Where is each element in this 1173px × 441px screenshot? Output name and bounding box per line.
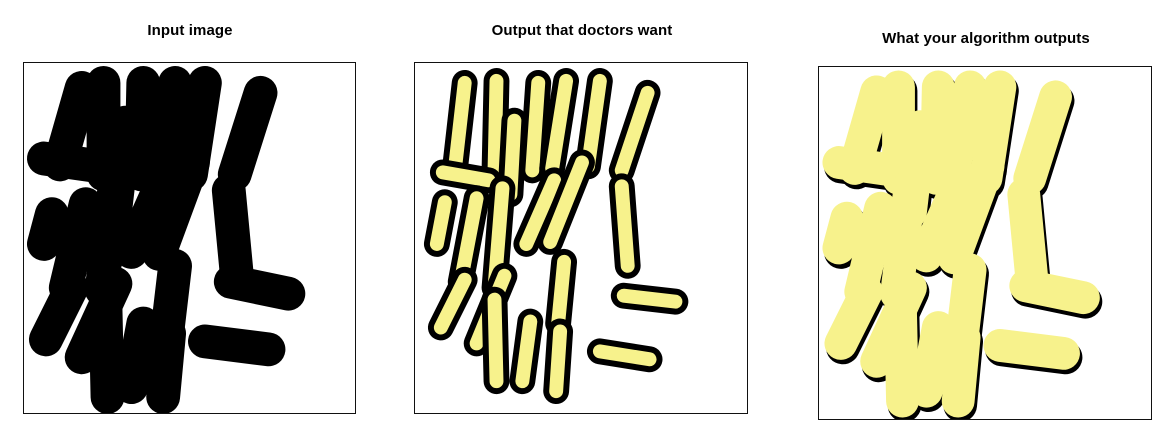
desired-cell xyxy=(509,308,544,395)
input-cell xyxy=(88,290,125,413)
algorithm-cell-fill xyxy=(935,70,987,195)
input-cell xyxy=(213,264,306,311)
desired-cell xyxy=(586,338,663,373)
algorithm-cell-fill xyxy=(937,150,1005,275)
algorithm-cell-fill xyxy=(983,329,1080,370)
input-image-frame xyxy=(23,62,356,414)
algorithm-cell-fill xyxy=(880,167,927,311)
input-cell xyxy=(211,173,254,291)
desired-cell xyxy=(481,67,510,184)
desired-cell xyxy=(543,318,574,405)
algorithm-output-frame xyxy=(818,66,1152,420)
algorithm-cell-fill xyxy=(919,70,955,195)
desired-cell xyxy=(539,67,580,182)
panel-algorithm-output: What your algorithm outputs xyxy=(816,14,1156,422)
algorithm-cell-fill xyxy=(824,275,884,360)
desired-cell xyxy=(481,286,510,395)
algorithm-cell-fill xyxy=(909,311,955,408)
input-cells xyxy=(26,65,306,413)
input-cell xyxy=(114,163,181,269)
panel-desired-title: Output that doctors want xyxy=(491,22,673,39)
input-cell xyxy=(146,316,187,413)
desired-cells xyxy=(423,67,689,405)
desired-cell xyxy=(608,79,661,184)
input-cell xyxy=(188,324,286,367)
desired-cell xyxy=(519,69,552,184)
desired-cell xyxy=(429,159,502,194)
input-cell xyxy=(26,197,69,261)
algorithm-cell-fill xyxy=(1013,80,1072,195)
algorithm-blob-fill xyxy=(822,70,1100,418)
desired-cell xyxy=(423,189,458,257)
desired-cell xyxy=(441,69,478,184)
algorithm-cell-fill xyxy=(1007,177,1049,295)
desired-cell xyxy=(575,67,613,180)
desired-cell xyxy=(537,149,595,255)
desired-cell xyxy=(545,248,578,337)
input-cell xyxy=(142,145,210,271)
desired-cell xyxy=(610,282,689,315)
algorithm-cell-fill xyxy=(941,321,981,418)
panel-input-title: Input image xyxy=(147,22,233,39)
input-cell xyxy=(114,306,161,405)
algorithm-cell-fill xyxy=(884,295,919,418)
input-cell xyxy=(26,141,117,184)
input-cell xyxy=(217,75,278,192)
panel-desired-output: Output that doctors want xyxy=(414,14,750,416)
panel-algorithm-title: What your algorithm outputs xyxy=(882,30,1090,47)
input-cell xyxy=(28,270,89,357)
input-cells-canvas xyxy=(26,65,306,413)
panel-input: Input image xyxy=(20,14,360,416)
algorithm-cells-canvas xyxy=(822,70,1103,419)
desired-output-frame xyxy=(414,62,748,414)
algorithm-cell-fill xyxy=(822,201,864,265)
algorithm-cell-fill xyxy=(822,146,911,187)
desired-cell xyxy=(513,167,568,257)
algorithm-cell-fill xyxy=(1009,269,1100,315)
desired-cells-canvas xyxy=(423,67,689,405)
input-cell xyxy=(124,65,161,192)
input-cell xyxy=(140,65,192,192)
algorithm-cell-fill xyxy=(909,167,975,273)
desired-cell xyxy=(427,266,478,341)
desired-cell xyxy=(608,173,641,279)
